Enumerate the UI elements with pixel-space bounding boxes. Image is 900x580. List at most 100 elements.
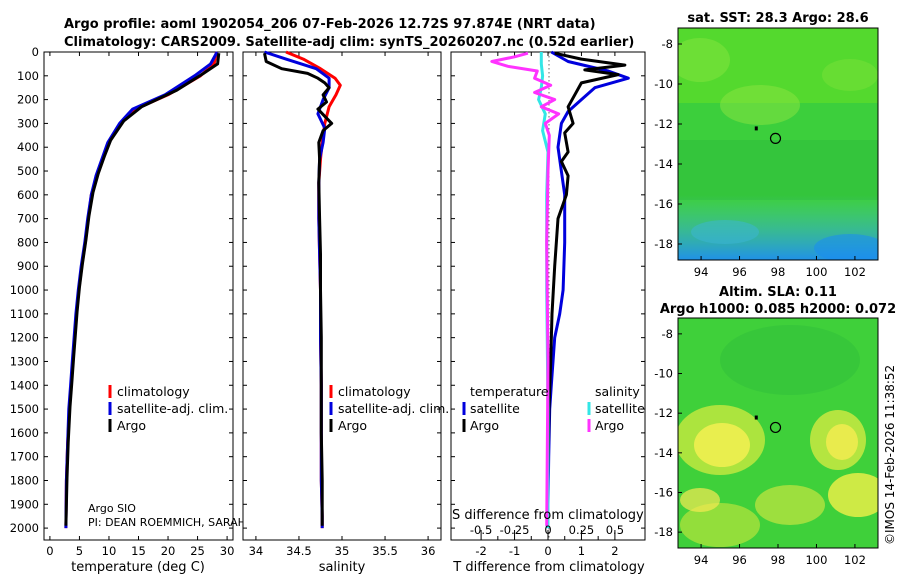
- sst-map-title: sat. SST: 28.3 Argo: 28.6: [687, 11, 868, 26]
- y-tick-label: 700: [17, 212, 39, 226]
- y-tick-label: 200: [17, 93, 39, 107]
- legend-climatology-label: climatology: [117, 384, 190, 399]
- x-tick-label: 35.5: [372, 544, 398, 558]
- main-title-line1: Argo profile: aoml 1902054_206 07-Feb-20…: [64, 17, 596, 32]
- y-tick-label: 600: [17, 188, 39, 202]
- map-x-tick-label: 96: [732, 265, 747, 279]
- salinity-series: [263, 50, 342, 529]
- y-tick-label: 2000: [10, 521, 39, 535]
- legend3-t-satellite-label: satellite: [470, 401, 520, 416]
- s-diff-xlabel: S difference from climatology: [452, 508, 644, 523]
- y-tick-label: 1400: [10, 378, 39, 392]
- sla-argo-track-dot: [754, 415, 758, 420]
- y-tick-label: 500: [17, 164, 39, 178]
- x-tick-label: 25: [190, 544, 205, 558]
- salinity-panel: 34 34.5 35 35.5 36 salinity climatology sate…: [242, 50, 449, 575]
- map-x-tick-label: 98: [771, 265, 786, 279]
- difference-series: [490, 50, 630, 529]
- legend2-climatology-label: climatology: [338, 384, 411, 399]
- temperature-xlabel: temperature (deg C): [71, 560, 205, 575]
- x-tick-label: -2: [475, 544, 486, 558]
- x-tick-label: -1: [509, 544, 520, 558]
- sla-map-panel: Altim. SLA: 0.11 Argo h1000: 0.085 h2000…: [654, 285, 896, 567]
- x-tick-label: 34: [249, 544, 264, 558]
- x-tick-label: 30: [220, 544, 235, 558]
- map-x-tick-label: 102: [844, 265, 866, 279]
- map-y-tick-label: -12: [654, 406, 673, 420]
- x2-tick-label: 0: [544, 523, 551, 537]
- legend3-t-argo-label: Argo: [470, 418, 499, 433]
- x-tick-label: 0: [544, 544, 551, 558]
- series-line-argo: [64, 53, 221, 526]
- series-line-temperature-argo: [545, 51, 627, 526]
- salinity-ticks: 34 34.5 35 35.5 36: [243, 51, 441, 558]
- x-tick-label: 10: [102, 544, 117, 558]
- x-tick-label: 35: [335, 544, 350, 558]
- legend3-s-satellite-label: satellite: [595, 401, 645, 416]
- x-tick-label: 15: [131, 544, 146, 558]
- sla-map-title-line2: Argo h1000: 0.085 h2000: 0.072: [660, 302, 896, 317]
- imos-timestamp: ©IMOS 14-Feb-2026 11:38:52: [883, 365, 897, 545]
- y-tick-label: 300: [17, 116, 39, 130]
- y-tick-label: 100: [17, 69, 39, 83]
- y-tick-label: 1800: [10, 473, 39, 487]
- map-y-tick-label: -18: [654, 525, 673, 539]
- y-tick-label: 1500: [10, 402, 39, 416]
- series-line-argo: [263, 52, 334, 526]
- y-tick-label: 1700: [10, 450, 39, 464]
- credit-line2: PI: DEAN ROEMMICH, SARAH: [88, 516, 246, 529]
- legend3-salinity-heading: salinity: [595, 384, 640, 399]
- x2-tick-label: -0.5: [470, 523, 492, 537]
- x2-tick-label: 0.25: [569, 523, 595, 537]
- map-x-tick-label: 98: [771, 553, 786, 567]
- sla-argo-position-marker: [769, 421, 782, 434]
- series-line-salinity-argo: [490, 51, 561, 526]
- y-tick-label: 800: [17, 235, 39, 249]
- sst-argo-track-dot: [754, 126, 758, 131]
- x-tick-label: 36: [421, 544, 436, 558]
- sst-map-panel: sat. SST: 28.3 Argo: 28.6 94 96 98 100 102 -8…: [654, 11, 879, 279]
- map-y-tick-label: -10: [654, 77, 673, 91]
- map-y-tick-label: -12: [654, 117, 673, 131]
- salinity-xlabel: salinity: [319, 560, 366, 575]
- y-tick-label: 1300: [10, 354, 39, 368]
- sst-map-ticks: 94 96 98 100 102 -8 -10 -12 -14 -16 -18: [654, 37, 866, 279]
- map-y-tick-label: -16: [654, 485, 673, 499]
- map-x-tick-label: 94: [694, 553, 709, 567]
- map-x-tick-label: 96: [732, 553, 747, 567]
- credit-line1: Argo SIO: [88, 502, 136, 515]
- x-tick-label: 0: [46, 544, 53, 558]
- difference-ticks: -2 -1 0 1 2: [451, 51, 645, 558]
- map-y-tick-label: -14: [654, 446, 673, 460]
- sla-map-title-line1: Altim. SLA: 0.11: [719, 285, 837, 300]
- map-x-tick-label: 100: [805, 553, 827, 567]
- y-tick-label: 1600: [10, 426, 39, 440]
- x-tick-label: 5: [76, 544, 83, 558]
- legend3-s-argo-label: Argo: [595, 418, 624, 433]
- y-tick-label: 1200: [10, 331, 39, 345]
- map-y-tick-label: -16: [654, 197, 673, 211]
- y-tick-label: 400: [17, 140, 39, 154]
- y-tick-label: 1900: [10, 497, 39, 511]
- temperature-ticks: 0100200300400500600700800900100011001200…: [10, 45, 235, 558]
- temperature-series: [64, 51, 221, 529]
- salinity-axes-box: [242, 51, 442, 541]
- temperature-panel: 0100200300400500600700800900100011001200…: [10, 45, 246, 575]
- main-title-line2: Climatology: CARS2009. Satellite-adj cli…: [64, 35, 634, 50]
- sst-map-field: [678, 28, 878, 260]
- map-x-tick-label: 102: [844, 553, 866, 567]
- x2-tick-label: 0.5: [606, 523, 624, 537]
- sla-map-field: [678, 318, 878, 548]
- x-tick-label: 1: [578, 544, 585, 558]
- sla-map-ticks: 94 96 98 100 102 -8 -10 -12 -14 -16 -18: [654, 327, 866, 567]
- y-tick-label: 1100: [10, 307, 39, 321]
- map-y-tick-label: -8: [662, 327, 673, 341]
- map-x-tick-label: 100: [805, 265, 827, 279]
- difference-panel: -2 -1 0 1 2 T difference from climatology S …: [450, 50, 646, 575]
- map-y-tick-label: -14: [654, 157, 673, 171]
- y-tick-label: 900: [17, 259, 39, 273]
- t-diff-xlabel: T difference from climatology: [452, 560, 645, 575]
- legend-argo-label: Argo: [117, 418, 146, 433]
- x-tick-label: 34.5: [286, 544, 312, 558]
